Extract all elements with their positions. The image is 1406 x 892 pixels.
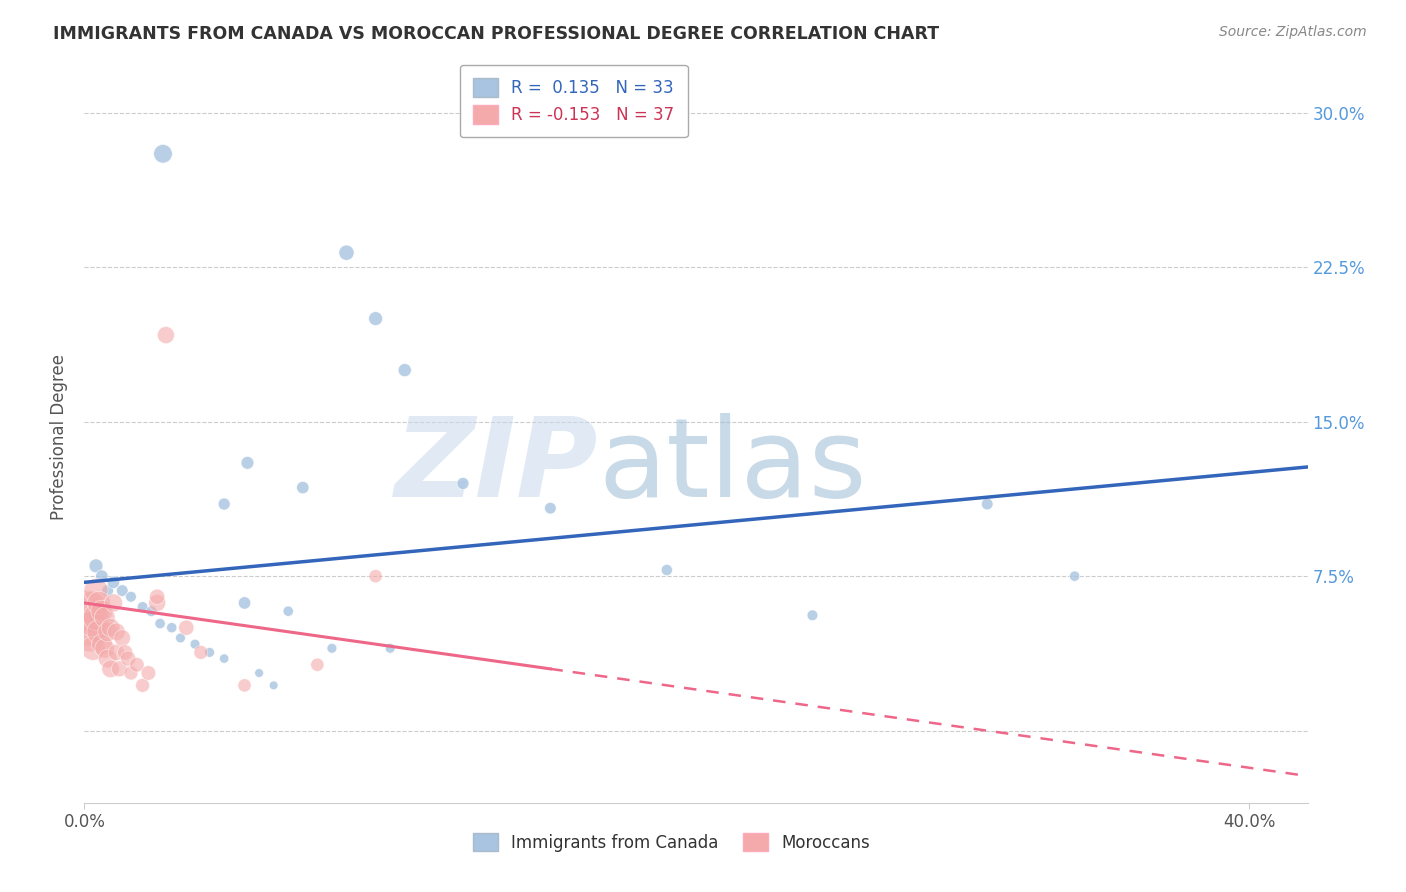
Point xyxy=(108,662,131,676)
Point xyxy=(93,641,115,656)
Point xyxy=(152,146,174,161)
Point xyxy=(79,631,101,645)
Point xyxy=(90,637,112,651)
Point xyxy=(212,497,235,511)
Point xyxy=(394,363,416,377)
Point xyxy=(87,596,110,610)
Text: Source: ZipAtlas.com: Source: ZipAtlas.com xyxy=(1219,25,1367,39)
Point xyxy=(131,678,153,692)
Point xyxy=(100,662,122,676)
Point xyxy=(321,641,343,656)
Point xyxy=(233,678,256,692)
Point xyxy=(105,645,128,659)
Point xyxy=(120,590,142,604)
Point xyxy=(976,497,998,511)
Point xyxy=(801,608,824,623)
Point xyxy=(131,600,153,615)
Point xyxy=(247,665,270,680)
Point xyxy=(84,583,107,598)
Point xyxy=(233,596,256,610)
Point xyxy=(141,604,163,618)
Point xyxy=(236,456,259,470)
Point xyxy=(1063,569,1085,583)
Point xyxy=(307,657,329,672)
Point xyxy=(93,610,115,624)
Point xyxy=(97,651,120,665)
Text: IMMIGRANTS FROM CANADA VS MOROCCAN PROFESSIONAL DEGREE CORRELATION CHART: IMMIGRANTS FROM CANADA VS MOROCCAN PROFE… xyxy=(53,25,939,43)
Point xyxy=(90,569,112,583)
Point xyxy=(103,596,125,610)
Point xyxy=(76,621,98,635)
Point xyxy=(538,501,561,516)
Point xyxy=(169,631,191,645)
Point xyxy=(160,621,183,635)
Point xyxy=(149,616,172,631)
Text: atlas: atlas xyxy=(598,413,866,520)
Point xyxy=(125,657,148,672)
Point xyxy=(84,558,107,573)
Legend: Immigrants from Canada, Moroccans: Immigrants from Canada, Moroccans xyxy=(464,825,879,860)
Text: ZIP: ZIP xyxy=(395,413,598,520)
Point xyxy=(364,311,387,326)
Point xyxy=(190,645,212,659)
Y-axis label: Professional Degree: Professional Degree xyxy=(51,354,69,520)
Point xyxy=(146,596,169,610)
Point xyxy=(79,600,101,615)
Point xyxy=(277,604,299,618)
Point xyxy=(114,645,136,659)
Point xyxy=(90,604,112,618)
Point xyxy=(76,604,98,618)
Point xyxy=(174,621,197,635)
Point xyxy=(82,616,104,631)
Point xyxy=(155,328,177,343)
Point xyxy=(184,637,207,651)
Point xyxy=(263,678,285,692)
Point xyxy=(82,641,104,656)
Point xyxy=(451,476,474,491)
Point xyxy=(97,583,120,598)
Point xyxy=(364,569,387,583)
Point xyxy=(146,590,169,604)
Point xyxy=(111,583,134,598)
Point xyxy=(100,621,122,635)
Point xyxy=(103,575,125,590)
Point xyxy=(198,645,221,659)
Point xyxy=(291,481,314,495)
Point xyxy=(212,651,235,665)
Point xyxy=(120,665,142,680)
Point xyxy=(97,624,120,639)
Point xyxy=(87,624,110,639)
Point xyxy=(84,610,107,624)
Point xyxy=(138,665,160,680)
Point xyxy=(111,631,134,645)
Point xyxy=(105,624,128,639)
Point xyxy=(655,563,678,577)
Point xyxy=(335,245,357,260)
Point xyxy=(380,641,402,656)
Point xyxy=(117,651,139,665)
